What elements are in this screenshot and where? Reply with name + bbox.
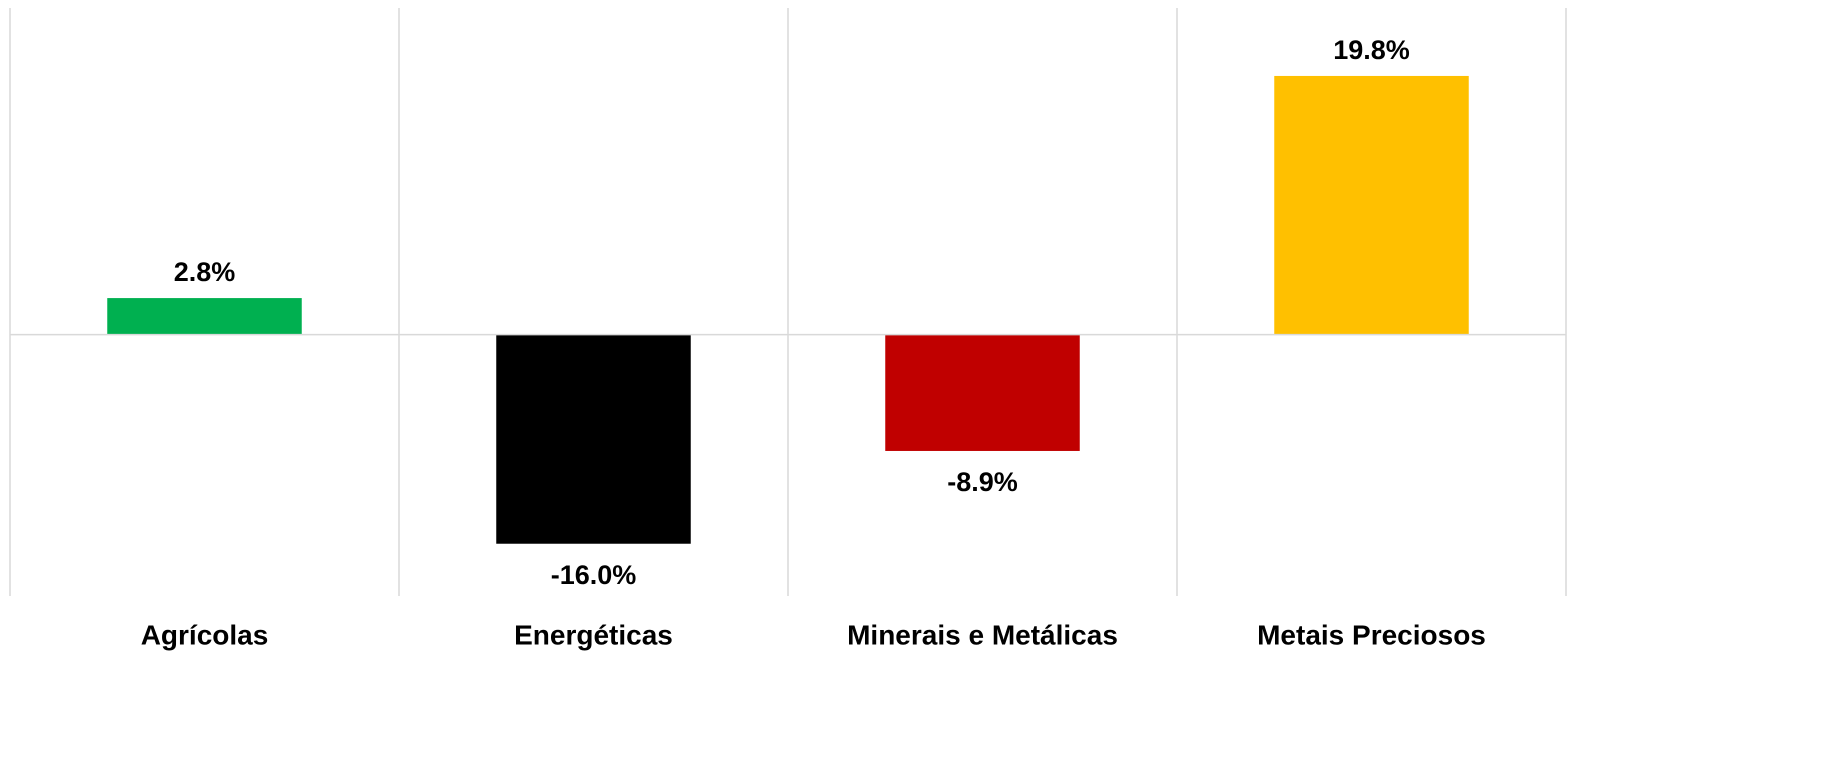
x-tick-label: Metais Preciosos bbox=[1257, 619, 1486, 650]
bar bbox=[496, 334, 691, 544]
bar bbox=[107, 298, 302, 335]
x-tick-label: Minerais e Metálicas bbox=[847, 619, 1118, 650]
x-tick-label: Energéticas bbox=[514, 619, 673, 650]
x-tick-label: Agrícolas bbox=[141, 619, 269, 650]
bar bbox=[885, 334, 1080, 451]
value-label: 2.8% bbox=[174, 257, 236, 287]
value-label: 19.8% bbox=[1333, 35, 1410, 65]
value-label: -16.0% bbox=[551, 560, 637, 590]
bar bbox=[1274, 75, 1469, 335]
value-label: -8.9% bbox=[947, 467, 1018, 497]
